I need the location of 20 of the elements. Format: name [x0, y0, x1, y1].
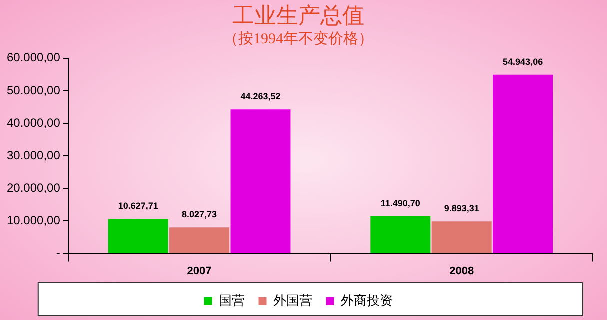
y-tick-label: 10.000,00	[6, 214, 61, 228]
y-tick-label: 60.000,00	[6, 50, 61, 65]
y-tick-label: 40.000,00	[6, 116, 61, 130]
legend-label: 外商投资	[340, 292, 393, 308]
legend-label: 外国营	[273, 292, 312, 308]
chart-subtitle: （按1994年不变价格）	[224, 30, 374, 48]
y-tick-label: 20.000,00	[6, 180, 61, 195]
y-tick-label: 30.000,00	[6, 148, 61, 162]
data-label: 10.627,71	[118, 201, 158, 212]
data-label: 9.893,31	[444, 204, 480, 214]
legend-label: 国营	[218, 292, 245, 308]
data-label: 11.490,70	[380, 198, 420, 208]
data-label: 54.943,06	[503, 56, 544, 67]
data-label: 44.263,52	[240, 92, 281, 102]
x-tick-label: 2007	[187, 265, 212, 278]
y-tick-label: 50.000,00	[6, 83, 61, 98]
x-tick-label: 2008	[450, 265, 474, 278]
data-label: 8.027,73	[182, 210, 218, 220]
chart-title: 工业生产总值	[232, 2, 364, 28]
y-tick-label: -	[56, 246, 60, 260]
